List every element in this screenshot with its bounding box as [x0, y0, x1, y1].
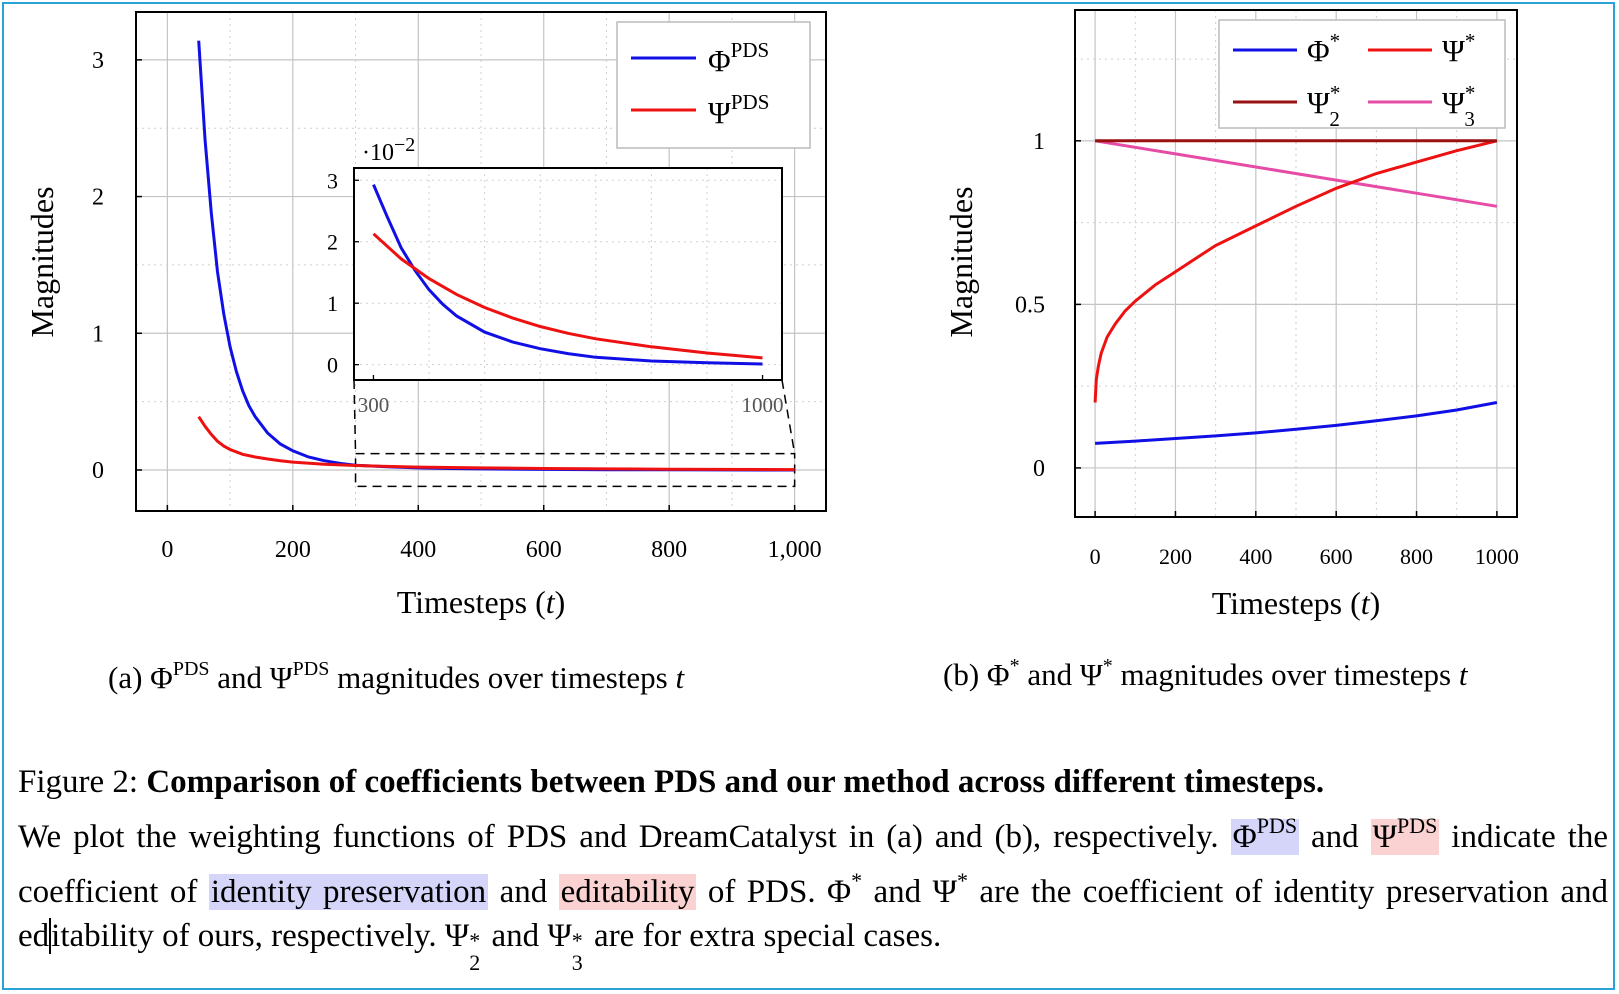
- subcaption-b: (b) Φ* and Ψ* magnitudes over timesteps …: [943, 655, 1468, 692]
- zoom-connector: [781, 379, 796, 454]
- series-line: [197, 415, 795, 472]
- inset-x-tick-label: 1000: [742, 393, 784, 417]
- inset-y-tick-label: 3: [327, 168, 338, 193]
- x-tick-label: 600: [526, 537, 562, 563]
- chart-a-inset: 0 1 2 3 300 1000 ·10−2: [327, 134, 784, 417]
- identity-preservation-highlight: identity preservation: [208, 874, 489, 910]
- inset-x-ticks: 300 1000: [358, 375, 784, 417]
- inset-y-tick-label: 1: [327, 291, 338, 316]
- chart-a-lines: [197, 40, 795, 472]
- caption-title: Comparison of coefficients between PDS a…: [146, 764, 1325, 800]
- chart-a-y-label: Magnitudes: [24, 186, 60, 337]
- y-tick-label: 2: [92, 185, 104, 211]
- inset-scale-label: ·10−2: [362, 134, 415, 166]
- inset-x-tick-label: 300: [358, 393, 390, 417]
- editability-highlight: editability: [558, 874, 697, 910]
- inset-y-tick-label: 2: [327, 230, 338, 255]
- chart-a-axes-box: [135, 11, 827, 512]
- chart-a-legend: ΦPDS ΨPDS: [616, 21, 811, 149]
- chart-a-y-ticks: 0 1 2 3: [92, 48, 142, 484]
- inset-series-line: [372, 232, 763, 360]
- inset-y-ticks: 0 1 2 3: [327, 168, 359, 378]
- inset-series-line: [372, 184, 763, 366]
- x-tick-label: 200: [275, 537, 311, 563]
- chart-a: 0 200 400 600 800 1,000 0 1 2 3 Timesteps (t) Ma…: [24, 11, 827, 620]
- y-tick-label: 3: [92, 48, 104, 74]
- inset-y-tick-label: 0: [327, 353, 338, 378]
- zoom-rect: [354, 452, 796, 488]
- x-tick-label: 0: [161, 537, 173, 563]
- inset-lines: [372, 184, 763, 366]
- legend-label: ΨPDS: [708, 90, 769, 130]
- chart-a-x-label: Timesteps (t): [397, 584, 566, 620]
- caption-label: Figure 2:: [18, 764, 147, 800]
- legend-label: ΦPDS: [708, 38, 769, 78]
- caption-body: We plot the weighting functions of PDS a…: [18, 813, 1608, 975]
- zoom-connector: [353, 379, 357, 454]
- chart-a-zoom-region: [353, 379, 796, 488]
- psi-pds-highlight: ΨPDS: [1370, 813, 1440, 855]
- chart-a-x-ticks: 0 200 400 600 800 1,000: [161, 505, 822, 563]
- inset-box: [353, 167, 783, 381]
- figure-caption: Figure 2: Comparison of coefficients bet…: [18, 760, 1608, 975]
- phi-pds-highlight: ΦPDS: [1230, 813, 1300, 855]
- y-tick-label: 1: [92, 321, 104, 347]
- x-tick-label: 800: [651, 537, 687, 563]
- y-tick-label: 0: [92, 458, 104, 484]
- subcaption-a: (a) ΦPDS and ΨPDS magnitudes over timest…: [108, 658, 685, 695]
- x-tick-label: 1,000: [768, 537, 822, 563]
- x-tick-label: 400: [400, 537, 436, 563]
